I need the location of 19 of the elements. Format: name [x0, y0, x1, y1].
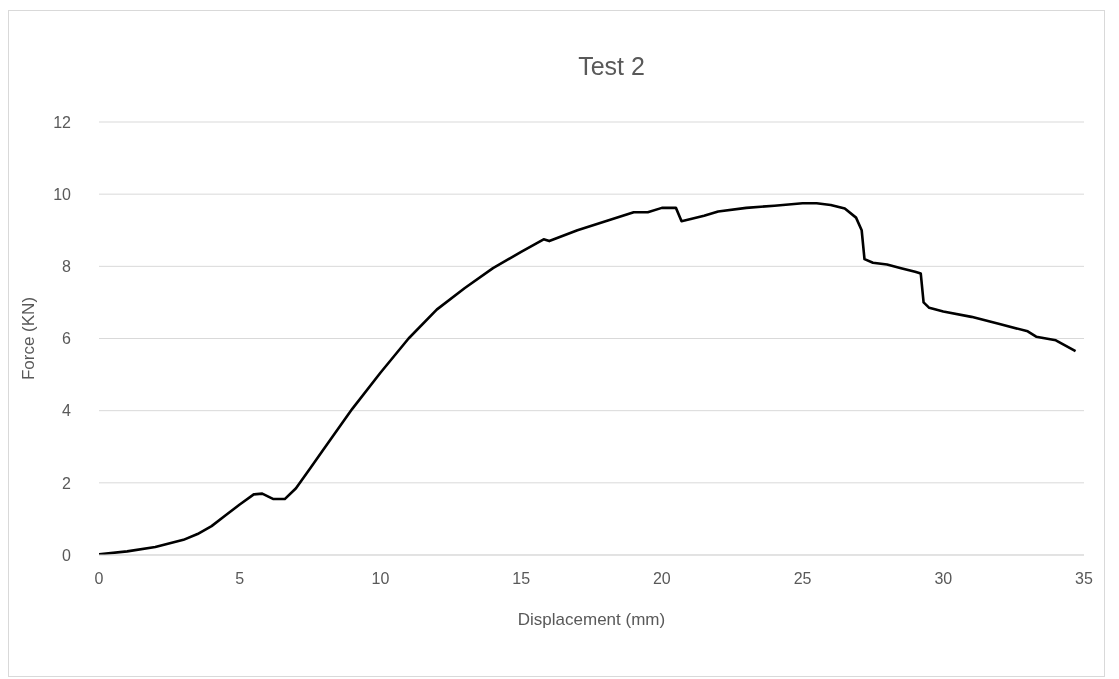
y-tick-label: 4 — [62, 402, 72, 420]
x-tick-label: 15 — [512, 570, 531, 588]
line-series — [99, 201, 1077, 555]
x-axis-title: Displacement (mm) — [517, 610, 666, 629]
y-tick-label: 6 — [62, 330, 72, 348]
x-tick-label: 10 — [371, 570, 390, 588]
y-tick-label: 12 — [53, 113, 72, 131]
chart-title: Test 2 — [577, 52, 646, 81]
x-tick-label: 35 — [1075, 570, 1093, 588]
x-tick-label: 20 — [652, 570, 671, 588]
x-tick-label: 25 — [793, 570, 812, 588]
y-tick-label: 10 — [53, 185, 72, 203]
y-tick-label: 8 — [62, 258, 72, 276]
x-tick-label: 0 — [94, 570, 104, 588]
y-tick-label: 2 — [62, 474, 72, 492]
x-tick-label: 5 — [235, 570, 245, 588]
y-axis-title: Force (KN) — [19, 296, 39, 381]
x-tick-label: 30 — [934, 570, 953, 588]
y-tick-label: 0 — [62, 546, 72, 564]
